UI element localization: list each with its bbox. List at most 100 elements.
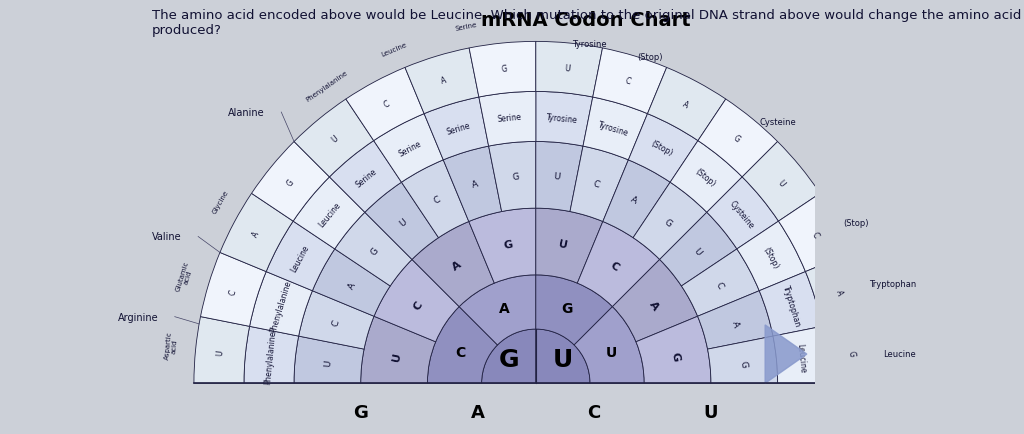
Text: G: G: [499, 347, 519, 371]
Polygon shape: [765, 325, 807, 383]
Wedge shape: [612, 260, 697, 342]
Text: C: C: [608, 260, 621, 272]
Wedge shape: [806, 253, 871, 326]
Wedge shape: [659, 213, 737, 286]
Wedge shape: [360, 316, 435, 383]
Text: G: G: [502, 64, 508, 73]
Text: Phenylalanine: Phenylalanine: [305, 69, 349, 103]
Text: U: U: [553, 347, 573, 371]
Text: G: G: [738, 359, 749, 367]
Wedge shape: [698, 100, 777, 178]
Text: U: U: [703, 404, 718, 421]
Wedge shape: [633, 183, 707, 260]
Text: C: C: [331, 319, 342, 327]
Wedge shape: [742, 142, 820, 222]
Text: Phenylalanine: Phenylalanine: [268, 279, 293, 333]
Wedge shape: [778, 194, 852, 272]
Text: A: A: [251, 230, 261, 239]
Text: U: U: [398, 217, 409, 228]
Text: Glutamic
acid: Glutamic acid: [175, 260, 196, 293]
Wedge shape: [365, 183, 438, 260]
Text: C: C: [624, 76, 632, 86]
Text: C: C: [382, 99, 391, 110]
Wedge shape: [578, 222, 659, 307]
Text: A: A: [681, 99, 689, 110]
Text: A: A: [834, 288, 844, 296]
Text: A: A: [500, 302, 510, 316]
Text: C: C: [810, 230, 820, 239]
Wedge shape: [194, 317, 250, 383]
Wedge shape: [574, 307, 644, 383]
Wedge shape: [294, 336, 365, 383]
Text: C: C: [456, 345, 466, 359]
Text: Aspartic
acid: Aspartic acid: [164, 330, 178, 360]
Wedge shape: [536, 209, 603, 283]
Text: G: G: [847, 349, 856, 356]
Text: U: U: [330, 134, 340, 144]
Wedge shape: [374, 115, 443, 183]
Text: Tyrosine: Tyrosine: [572, 39, 607, 49]
Text: U: U: [563, 64, 570, 73]
Wedge shape: [244, 326, 299, 383]
Wedge shape: [481, 329, 536, 383]
Text: Leucine: Leucine: [380, 41, 408, 57]
Wedge shape: [424, 98, 488, 161]
Text: A: A: [346, 280, 357, 290]
Wedge shape: [299, 291, 374, 349]
Text: A: A: [730, 319, 740, 327]
Wedge shape: [412, 222, 495, 307]
Text: Tryptophan: Tryptophan: [868, 279, 916, 288]
Wedge shape: [479, 92, 536, 147]
Text: G: G: [669, 350, 681, 361]
Wedge shape: [697, 291, 773, 349]
Wedge shape: [488, 142, 536, 212]
Text: (Stop): (Stop): [693, 167, 717, 188]
Wedge shape: [252, 142, 330, 222]
Text: G: G: [732, 134, 742, 145]
Text: U: U: [324, 359, 333, 367]
Text: G: G: [511, 171, 519, 181]
Wedge shape: [536, 142, 583, 212]
Text: G: G: [286, 178, 296, 188]
Text: Leucine: Leucine: [316, 200, 342, 229]
Wedge shape: [293, 178, 365, 250]
Wedge shape: [469, 42, 536, 98]
Wedge shape: [647, 68, 726, 141]
Wedge shape: [707, 178, 778, 250]
Text: Serine: Serine: [497, 113, 522, 124]
Text: U: U: [558, 239, 569, 250]
Text: U: U: [691, 246, 702, 257]
Text: Tryptophan: Tryptophan: [780, 284, 802, 328]
Text: Glycine: Glycine: [212, 189, 230, 215]
Text: (Stop): (Stop): [762, 246, 780, 270]
Text: Arginine: Arginine: [118, 312, 158, 322]
Text: Phenylalanine: Phenylalanine: [263, 330, 278, 385]
Wedge shape: [459, 275, 536, 345]
Wedge shape: [603, 161, 670, 238]
Text: Leucine: Leucine: [796, 342, 807, 372]
Text: Valine: Valine: [152, 232, 181, 242]
Text: A: A: [471, 179, 479, 190]
Text: (Stop): (Stop): [843, 219, 868, 228]
Text: A: A: [451, 259, 464, 272]
Wedge shape: [294, 100, 374, 178]
Wedge shape: [330, 141, 401, 213]
Text: Serine: Serine: [455, 22, 478, 32]
Text: Leucine: Leucine: [883, 349, 915, 358]
Text: G: G: [663, 217, 674, 228]
Text: Serine: Serine: [397, 139, 423, 158]
Text: A: A: [470, 404, 484, 421]
Wedge shape: [822, 317, 878, 383]
Text: A: A: [440, 76, 447, 86]
Text: U: U: [391, 350, 402, 361]
Text: G: G: [353, 404, 369, 421]
Wedge shape: [469, 209, 536, 283]
Text: U: U: [553, 171, 560, 181]
Text: G: G: [503, 239, 514, 250]
Text: Cysteine: Cysteine: [728, 199, 756, 230]
Text: U: U: [216, 349, 225, 355]
Wedge shape: [250, 272, 312, 336]
Wedge shape: [266, 222, 335, 291]
Wedge shape: [401, 161, 469, 238]
Wedge shape: [374, 260, 459, 342]
